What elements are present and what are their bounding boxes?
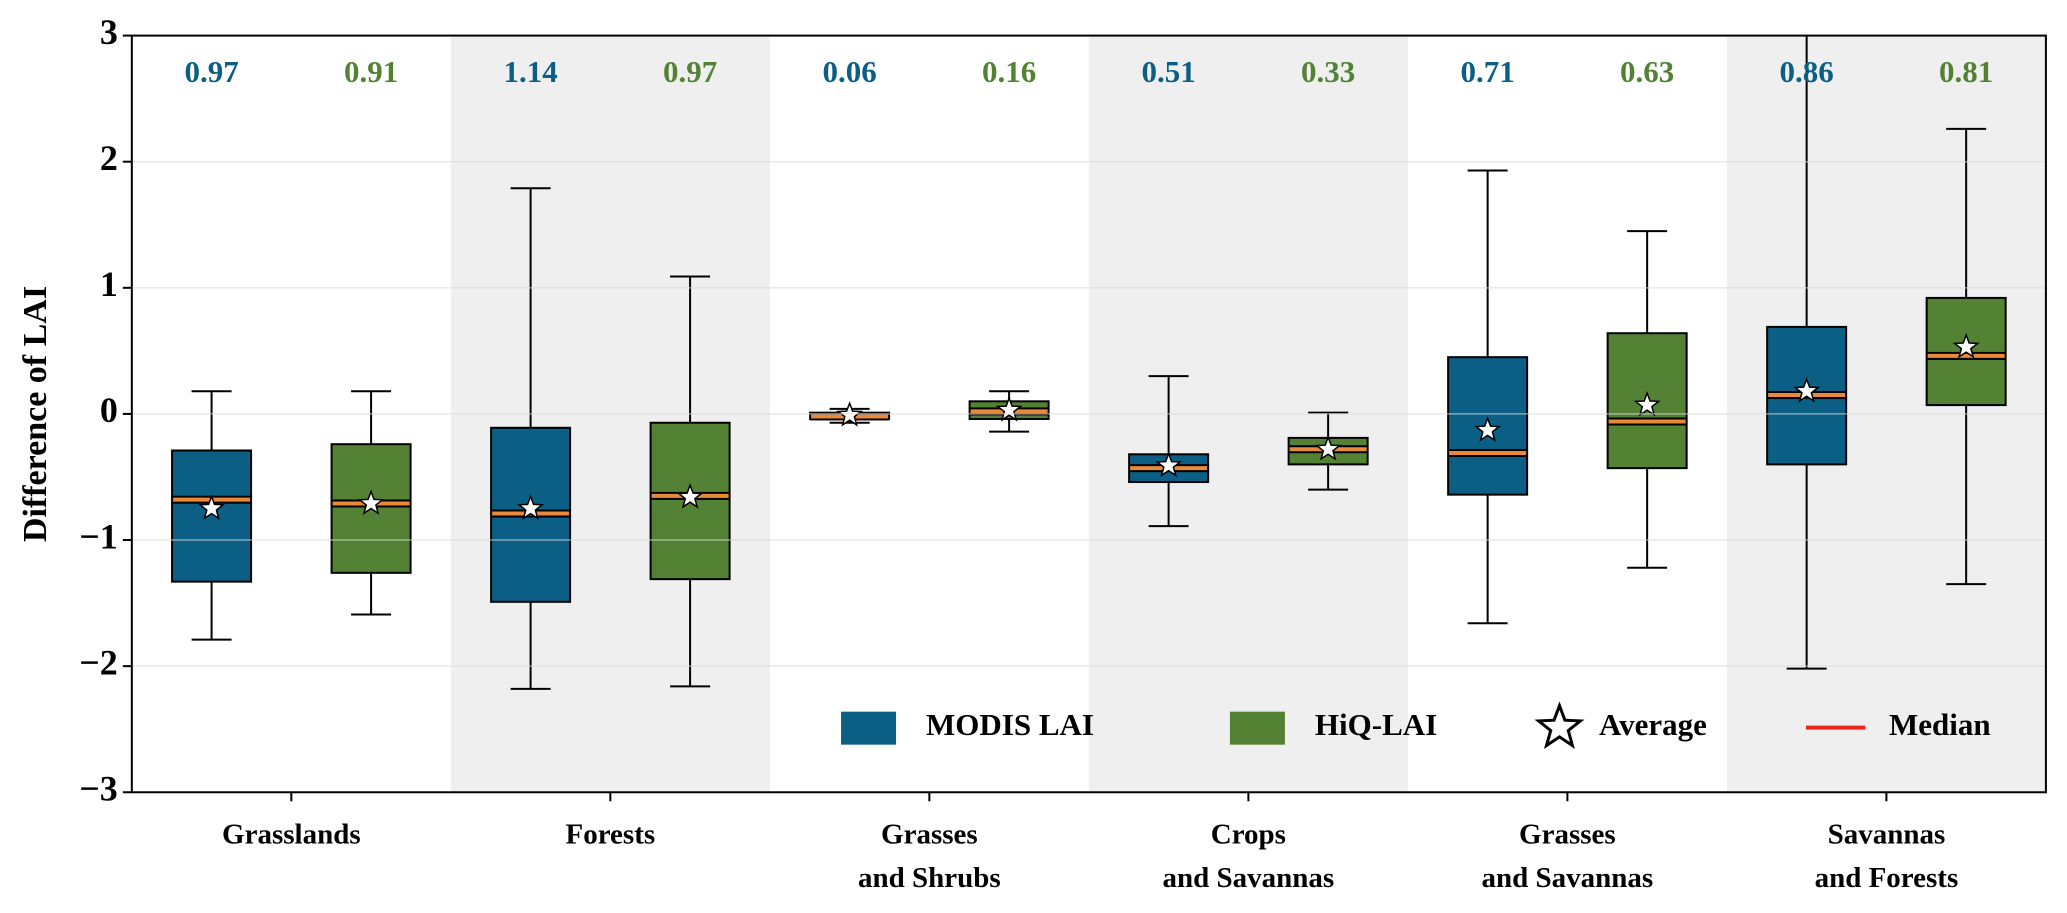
y-tick-label: 0	[100, 390, 118, 430]
x-tick-label: and Savannas	[1163, 862, 1335, 894]
mean-marker	[1633, 390, 1661, 417]
x-tick-label: Grasslands	[222, 819, 361, 851]
x-tick-label: Grasses	[1519, 819, 1616, 851]
mean-marker	[1474, 416, 1502, 442]
legend-mean-marker	[1534, 701, 1585, 749]
mean-marker	[1952, 332, 1980, 359]
y-tick-label: 2	[100, 138, 118, 178]
legend-swatch	[841, 711, 897, 745]
annotation: 0.16	[982, 54, 1036, 89]
x-tick-label: Savannas	[1828, 819, 1946, 851]
annotation: 0.33	[1301, 54, 1355, 89]
mean-marker	[1793, 377, 1821, 403]
y-tick-label: 3	[100, 12, 118, 52]
y-tick-label: 1	[100, 264, 118, 304]
legend-swatch	[1229, 711, 1285, 745]
y-tick-label: −3	[79, 769, 118, 809]
x-tick-label: and Savannas	[1482, 862, 1654, 894]
mean-marker	[517, 494, 545, 520]
plot-area	[171, 36, 2007, 690]
y-axis-label: Difference of LAI	[17, 286, 54, 542]
x-tick-label: Grasses	[881, 819, 978, 851]
box	[171, 449, 253, 583]
annotation: 0.06	[822, 54, 876, 89]
mean-marker	[1314, 435, 1342, 461]
y-tick-label: −2	[79, 642, 118, 682]
mean-marker	[1155, 451, 1183, 478]
y-tick-label: −1	[79, 516, 118, 556]
annotation: 1.14	[503, 54, 557, 89]
annotation: 0.91	[344, 54, 398, 89]
mean-marker	[995, 395, 1023, 422]
mean-marker	[676, 483, 704, 509]
annotation: 0.97	[184, 54, 238, 89]
x-tick-label: and Shrubs	[858, 862, 1001, 894]
mean-marker	[198, 494, 226, 520]
annotation: 0.63	[1620, 54, 1674, 89]
annotation: 0.51	[1141, 54, 1195, 89]
plot-frame	[130, 34, 2047, 794]
legend-label: MODIS LAI	[926, 707, 1094, 742]
annotation: 0.86	[1780, 54, 1834, 89]
legend-label: Average	[1599, 707, 1707, 742]
mean-marker	[357, 489, 385, 515]
x-tick-label: and Forests	[1815, 862, 1959, 894]
legend-label: HiQ-LAI	[1315, 707, 1437, 742]
x-tick-label: Forests	[566, 819, 656, 851]
annotation: 0.71	[1461, 54, 1515, 89]
legend-label: Median	[1889, 707, 1991, 742]
x-tick-label: Crops	[1211, 819, 1286, 851]
annotation: 0.97	[663, 54, 717, 89]
annotation: 0.81	[1939, 54, 1993, 89]
